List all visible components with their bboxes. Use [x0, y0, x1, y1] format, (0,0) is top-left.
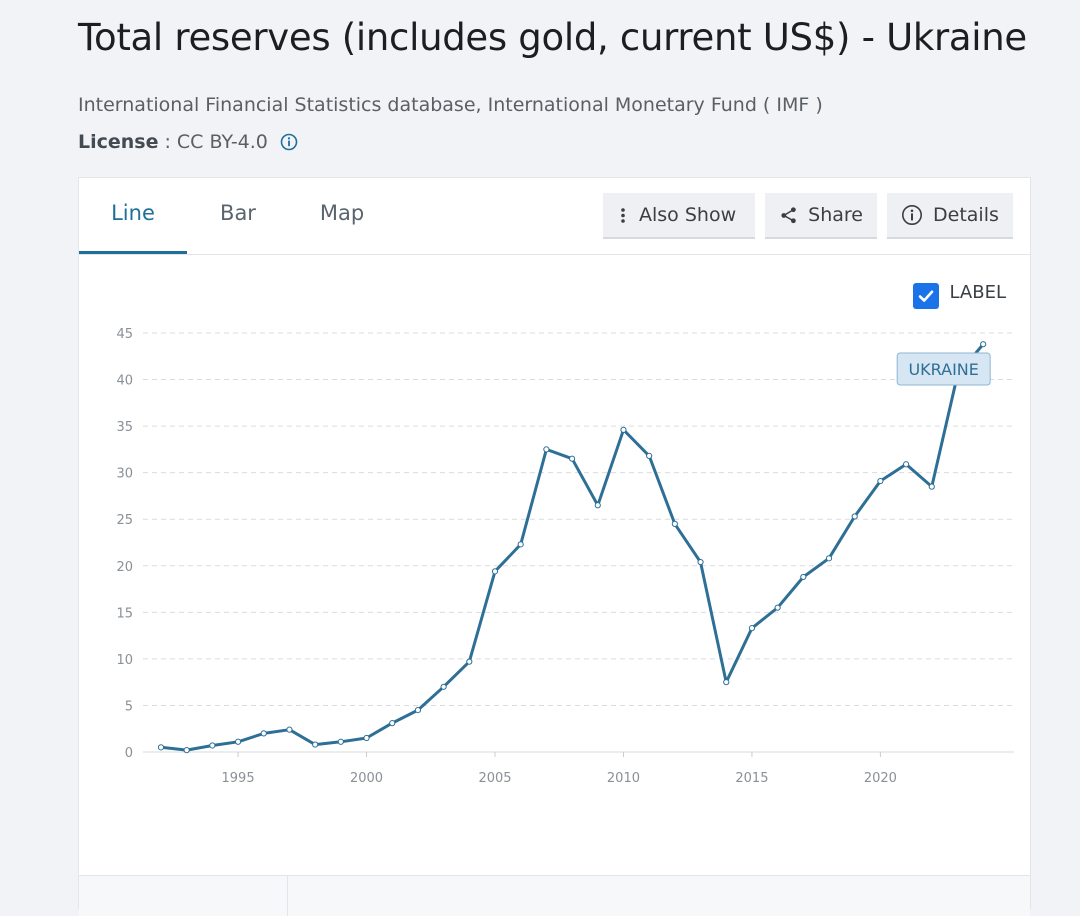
series-label-box	[896, 352, 991, 386]
y-tick-label: 20	[116, 560, 133, 575]
x-tick-label: 2015	[735, 771, 768, 786]
y-tick-label: 5	[125, 699, 133, 714]
data-point	[260, 730, 267, 737]
data-point	[286, 726, 293, 733]
data-point	[825, 555, 833, 562]
data-point	[209, 742, 216, 749]
tab-bar[interactable]: Bar	[220, 201, 256, 225]
data-point	[517, 541, 524, 548]
tab-map[interactable]: Map	[319, 201, 365, 225]
label-toggle[interactable]: LABEL	[913, 275, 1006, 309]
license-line: License : CC BY-4.0	[78, 131, 298, 153]
data-point	[851, 513, 858, 520]
info-icon	[902, 205, 922, 225]
y-tick-label: 0	[125, 746, 133, 761]
x-tick-label: 2010	[607, 771, 640, 786]
data-point	[748, 625, 756, 632]
license-value: CC BY-4.0	[176, 131, 268, 153]
y-tick-label: 30	[116, 467, 133, 482]
data-point	[491, 568, 499, 575]
license-separator: :	[164, 131, 171, 153]
data-point	[157, 744, 165, 751]
data-point	[440, 683, 447, 690]
x-tick-label: 2000	[350, 771, 383, 786]
check-icon	[919, 290, 934, 302]
more-vertical-icon	[621, 208, 625, 223]
y-tick-label: 10	[116, 653, 133, 668]
license-label: License	[78, 131, 159, 153]
x-tick-label: 2005	[478, 771, 511, 786]
y-tick-label: 15	[116, 606, 133, 621]
data-point	[774, 604, 781, 611]
y-tick-label: 35	[116, 420, 133, 435]
series-label-ukraine: UKRAINE	[908, 360, 978, 379]
data-point	[466, 658, 473, 665]
data-point	[234, 738, 242, 745]
y-tick-label: 25	[116, 513, 133, 528]
data-point	[928, 483, 935, 490]
data-point	[980, 341, 987, 348]
data-point	[594, 502, 601, 509]
data-point	[414, 707, 422, 714]
tab-line[interactable]: Line	[79, 178, 187, 254]
bottom-bar	[79, 875, 1030, 916]
line-chart: 0 5 10 15 20 25 30 35 40 45 1995 2000 2005 2010 2015 20…	[116, 327, 1014, 786]
share-label: Share	[808, 204, 863, 226]
details-button[interactable]: Details	[887, 193, 1013, 239]
data-point	[800, 573, 807, 581]
data-point	[568, 455, 576, 462]
data-point	[363, 734, 370, 742]
chart-tabs: Line Bar Map Also Show Share	[79, 178, 1030, 255]
data-point	[389, 720, 396, 727]
label-checkbox[interactable]	[913, 283, 940, 309]
data-point	[877, 477, 884, 485]
data-point	[697, 558, 704, 566]
x-tick-label: 1995	[222, 771, 255, 786]
data-point	[543, 446, 550, 453]
data-point	[337, 738, 344, 745]
share-icon	[781, 207, 796, 224]
page-title: Total reserves (includes gold, current U…	[78, 16, 1027, 59]
also-show-button[interactable]: Also Show	[603, 193, 755, 239]
chart-card: Line Bar Map Also Show Share	[78, 177, 1031, 916]
label-toggle-text: LABEL	[949, 281, 1006, 303]
data-point	[902, 461, 910, 468]
also-show-label: Also Show	[639, 204, 737, 226]
y-tick-label: 45	[116, 327, 133, 342]
bottom-divider	[287, 876, 288, 916]
data-point	[183, 747, 190, 754]
series-line-ukraine	[159, 342, 985, 752]
y-tick-label: 40	[116, 374, 133, 389]
details-label: Details	[933, 204, 999, 226]
data-point	[723, 679, 730, 686]
data-point	[646, 452, 653, 460]
data-point	[620, 426, 627, 433]
source-text: International Financial Statistics datab…	[78, 94, 823, 116]
share-button[interactable]: Share	[765, 193, 877, 239]
x-tick-label: 2020	[864, 771, 897, 786]
data-point	[312, 741, 319, 748]
license-info-icon[interactable]	[280, 133, 298, 151]
data-point	[671, 520, 678, 527]
